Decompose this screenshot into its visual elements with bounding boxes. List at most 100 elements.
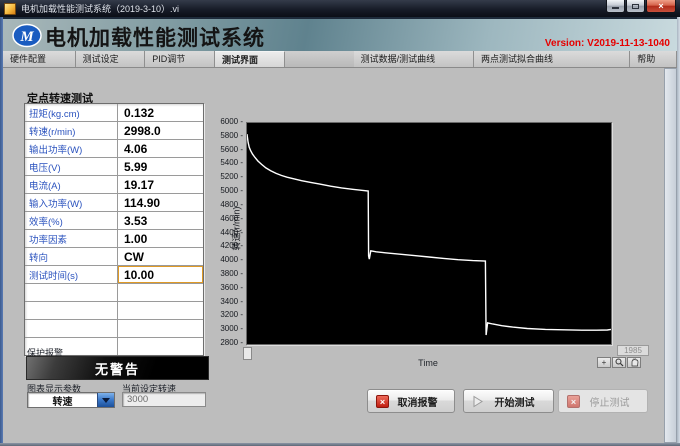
window-border-right (677, 17, 680, 446)
empty-cell (118, 302, 203, 319)
x-axis-label: Time (418, 358, 438, 368)
y-tick-label: 4600 - (220, 213, 243, 223)
param-label-test-time: 测试时间(s) (25, 266, 118, 283)
y-tick-label: 5400 - (220, 158, 243, 168)
tab-two-point-fit-curve[interactable]: 两点测试拟合曲线 (474, 51, 631, 67)
cursor-crosshair-icon[interactable]: + (597, 357, 611, 368)
chart-curve (247, 134, 611, 336)
tab-hardware-config[interactable]: 硬件配置 (3, 51, 76, 67)
app-title: 电机加载性能测试系统 (45, 27, 265, 50)
table-row: 输入功率(W) 114.90 (25, 194, 203, 212)
table-row (25, 284, 203, 302)
table-row: 输出功率(W) 4.06 (25, 140, 203, 158)
y-tick-label: 3600 - (220, 282, 243, 292)
company-logo-icon: M (12, 23, 42, 48)
x-axis-end-value[interactable]: 1985 (617, 345, 649, 356)
y-tick-label: 4200 - (220, 241, 243, 251)
measurement-table: 扭矩(kg.cm) 0.132 转速(r/min) 2998.0 输出功率(W) 4.06… (24, 103, 204, 356)
minimize-icon (612, 7, 619, 9)
tab-test-data-curves[interactable]: 测试数据/测试曲线 (353, 51, 474, 67)
app-header: M 电机加载性能测试系统 Version: V2019-11-13-1040 (3, 17, 677, 51)
param-value-direction: CW (124, 249, 144, 264)
y-tick-label: 5000 - (220, 186, 243, 196)
chevron-down-icon[interactable] (97, 393, 114, 407)
table-row: 效率(%) 3.53 (25, 212, 203, 230)
red-x-icon: × (567, 394, 580, 408)
chart-param-dropdown[interactable]: 转速 (27, 392, 115, 408)
param-label-efficiency: 效率(%) (25, 212, 118, 229)
param-value-speed: 2998.0 (124, 123, 161, 138)
tab-bar: 硬件配置 测试设定 PID调节 测试界面 测试数据/测试曲线 两点测试拟合曲线 帮助 (3, 51, 677, 68)
minimize-button[interactable] (606, 0, 625, 13)
chart-param-value: 转速 (52, 396, 73, 408)
y-tick-label: 4800 - (220, 199, 243, 209)
alarm-status-indicator: 无警告 (26, 356, 209, 380)
param-value-output-power: 4.06 (124, 141, 148, 156)
stop-test-button[interactable]: × 停止测试 (558, 389, 648, 413)
empty-cell (25, 320, 118, 337)
param-label-power-factor: 功率因素 (25, 230, 118, 247)
window-border-left (0, 17, 3, 446)
param-label-current: 电流(A) (25, 176, 118, 193)
panel-vertical-scrollbar[interactable] (664, 68, 677, 443)
param-value-test-time[interactable]: 10.00 (118, 266, 203, 283)
param-label-torque: 扭矩(kg.cm) (25, 104, 118, 121)
tab-test-interface[interactable]: 测试界面 (214, 51, 285, 67)
table-row: 转向 CW (25, 248, 203, 266)
table-row (25, 302, 203, 320)
speed-time-chart (246, 122, 612, 345)
play-icon (473, 395, 483, 407)
param-value-voltage: 5.99 (124, 159, 148, 174)
table-row (25, 338, 203, 355)
param-label-output-power: 输出功率(W) (25, 140, 118, 157)
y-tick-label: 4400 - (220, 227, 243, 237)
titlebar[interactable]: 电机加载性能测试系统（2019-3-10）.vi × (0, 0, 680, 17)
graph-palette: + (597, 357, 641, 368)
param-value-power-factor: 1.00 (124, 231, 148, 246)
empty-cell (25, 284, 118, 301)
tab-help[interactable]: 帮助 (630, 51, 677, 67)
window-border-bottom (0, 443, 680, 446)
y-tick-label: 3200 - (220, 310, 243, 320)
empty-cell (25, 338, 118, 355)
empty-cell (25, 302, 118, 319)
y-tick-label: 2800 - (220, 338, 243, 347)
y-tick-label: 5800 - (220, 130, 243, 140)
maximize-icon (632, 3, 639, 9)
empty-cell (118, 338, 203, 355)
table-row: 电流(A) 19.17 (25, 176, 203, 194)
table-row (25, 320, 203, 338)
red-x-icon: × (376, 394, 389, 408)
empty-cell (118, 320, 203, 337)
y-tick-label: 4000 - (220, 255, 243, 265)
close-icon: × (658, 1, 664, 11)
y-tick-label: 5200 - (220, 172, 243, 182)
table-row: 测试时间(s) 10.00 (25, 266, 203, 284)
window-title: 电机加载性能测试系统（2019-3-10）.vi (21, 4, 180, 14)
param-label-direction: 转向 (25, 248, 118, 265)
setpoint-field: 3000 (122, 392, 206, 407)
svg-text:M: M (19, 29, 34, 45)
y-tick-label: 3800 - (220, 268, 243, 278)
cancel-alarm-button[interactable]: × 取消报警 (367, 389, 455, 413)
version-label: Version: V2019-11-13-1040 (544, 38, 670, 49)
param-label-speed: 转速(r/min) (25, 122, 118, 139)
zoom-magnifier-icon[interactable] (612, 357, 626, 368)
y-tick-label: 3400 - (220, 296, 243, 306)
x-axis-scroll-box[interactable] (243, 347, 252, 360)
tab-test-settings[interactable]: 测试设定 (75, 51, 146, 67)
tab-pid-tuning[interactable]: PID调节 (145, 51, 215, 67)
pan-hand-icon[interactable] (627, 357, 641, 368)
param-value-input-power: 114.90 (124, 195, 161, 210)
labview-vi-icon (4, 2, 16, 15)
param-value-efficiency: 3.53 (124, 213, 148, 228)
param-value-torque: 0.132 (124, 105, 155, 120)
close-button[interactable]: × (646, 0, 676, 13)
alarm-section-label: 保护报警 (27, 348, 64, 358)
maximize-button[interactable] (626, 0, 645, 13)
param-value-current: 19.17 (124, 177, 155, 192)
setpoint-label: 当前设定转速 (122, 384, 177, 394)
start-test-button[interactable]: 开始测试 (463, 389, 554, 413)
y-tick-label: 6000 - (220, 117, 243, 126)
empty-cell (118, 284, 203, 301)
